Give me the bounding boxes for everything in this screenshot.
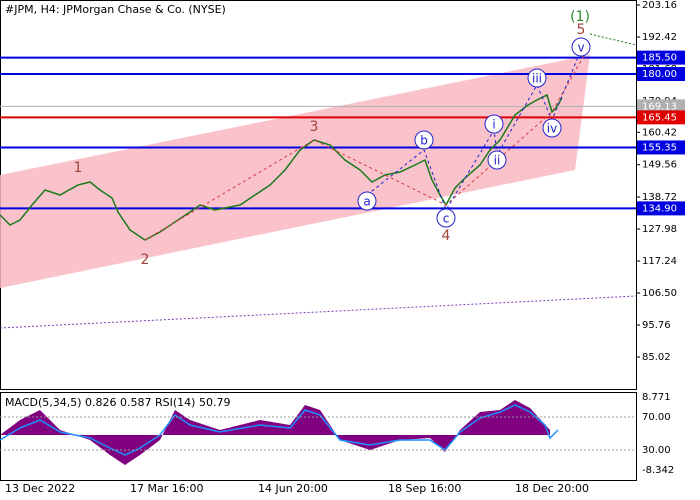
indicator-tick-label: 30.00	[642, 445, 671, 456]
indicator-tick-label: 70.00	[642, 412, 671, 423]
wave-label: 3	[310, 119, 319, 135]
wave-label: (1)	[570, 9, 590, 25]
sub-wave-label: v	[577, 41, 584, 55]
indicator-tick-label: 8.771	[642, 392, 671, 403]
wave-circle	[357, 191, 377, 211]
indicator-title: MACD(5,34,5) 0.826 0.587 RSI(14) 50.79	[5, 396, 230, 409]
wave-label: 4	[442, 228, 451, 244]
price-tick-label: 117.24	[642, 256, 677, 267]
price-tick-label: 106.50	[642, 288, 677, 299]
wave-circle	[542, 118, 562, 138]
price-tick-label: 138.72	[642, 192, 677, 203]
wave-circle	[571, 37, 591, 57]
wave-circle	[436, 208, 456, 228]
price-tick-label: 192.42	[642, 32, 677, 43]
time-label: 13 Dec 2022	[5, 482, 75, 495]
sub-wave-label: ii	[494, 154, 501, 168]
wave-label: 1	[74, 160, 83, 176]
level-tag	[637, 50, 685, 65]
level-tag	[637, 67, 685, 82]
sub-wave-label: a	[363, 195, 370, 209]
level-label: 165.45	[642, 112, 677, 123]
sub-wave-label: iii	[532, 72, 542, 86]
time-label: 17 Mar 16:00	[130, 482, 203, 495]
price-tick-label: 85.02	[642, 352, 671, 363]
sub-wave-label: i	[492, 118, 495, 132]
wave-label: 5	[577, 22, 586, 38]
time-label: 14 Jun 20:00	[258, 482, 328, 495]
level-label: 155.35	[642, 142, 677, 153]
wave-circle	[484, 114, 504, 134]
time-label: 18 Dec 20:00	[515, 482, 589, 495]
indicator-frame	[0, 392, 637, 481]
wave-circle	[487, 150, 507, 170]
level-tag	[637, 140, 685, 155]
level-tag	[637, 110, 685, 125]
wave-circle	[414, 130, 434, 150]
time-label: 18 Sep 16:00	[388, 482, 461, 495]
level-label: 134.90	[642, 203, 677, 214]
sub-wave-label: c	[443, 212, 450, 226]
sub-wave-label: b	[420, 134, 428, 148]
price-tick-label: 149.56	[642, 160, 677, 171]
level-label: 185.50	[642, 53, 677, 64]
sub-wave-label: iv	[547, 122, 557, 136]
price-tick-label: 95.76	[642, 320, 671, 331]
channel	[0, 55, 590, 288]
indicator-tick-label: -8.342	[642, 465, 674, 476]
level-label: 180.00	[642, 69, 677, 80]
chart-title: #JPM, H4: JPMorgan Chase & Co. (NYSE)	[5, 3, 226, 16]
level-tag	[637, 99, 685, 114]
price-tick-label: 127.98	[642, 224, 677, 235]
price-tick-label: 203.16	[642, 0, 677, 11]
wave-label: 2	[141, 252, 150, 268]
level-label: 169.13	[642, 101, 677, 112]
price-tick-label: 160.42	[642, 127, 677, 138]
level-tag	[637, 201, 685, 216]
wave-circle	[527, 68, 547, 88]
